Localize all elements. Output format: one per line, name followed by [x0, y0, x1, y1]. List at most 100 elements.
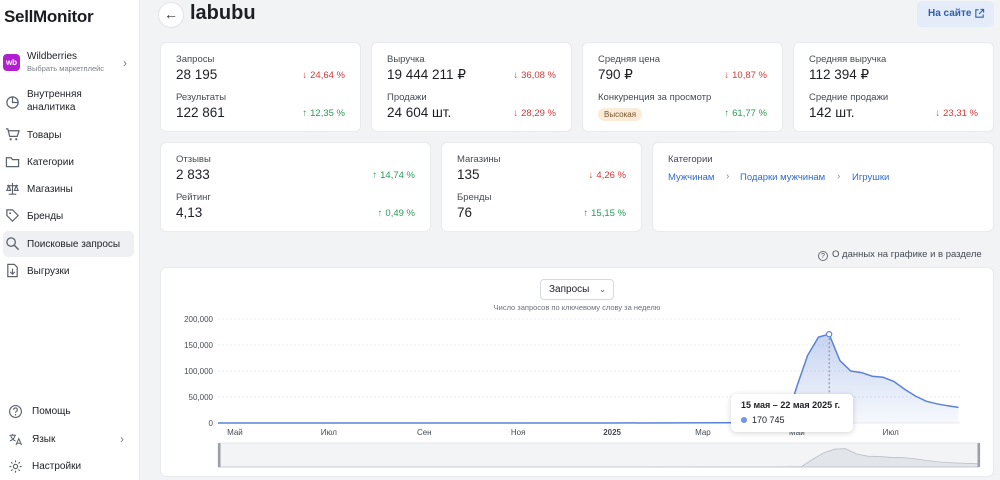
open-on-site-button[interactable]: На сайте	[917, 1, 994, 27]
metric-value: 135	[457, 167, 480, 182]
arrow-down-icon: ↓	[513, 108, 519, 119]
page-title: labubu	[190, 2, 256, 24]
scales-icon	[6, 182, 19, 195]
marketplace-selector[interactable]: wb Wildberries Выбрать маркетплейс ›	[3, 50, 135, 78]
sidebar-item-exports[interactable]: Выгрузки	[3, 258, 134, 284]
arrow-down-icon: ↓	[724, 70, 730, 81]
tooltip-value: 170 745	[752, 415, 785, 425]
sidebar-item-categories[interactable]: Категории	[3, 149, 134, 175]
x-tick-label: Май	[227, 428, 243, 437]
metric-label: Продажи	[387, 92, 427, 103]
metric-label: Магазины	[457, 154, 501, 165]
metric-value: 2 833	[176, 167, 210, 182]
arrow-down-icon: ↓	[302, 70, 308, 81]
sidebar-item-search-queries[interactable]: Поисковые запросы	[3, 231, 134, 257]
arrow-down-icon: ↓	[588, 170, 594, 181]
sidebar-item-shops[interactable]: Магазины	[3, 176, 134, 202]
delta-badge: ↓ 28,29 %	[513, 108, 556, 119]
card-queries-results: Запросы 28 195 ↓ 24,64 % Результаты 122 8…	[160, 42, 361, 132]
chevron-right-icon: ›	[726, 171, 730, 182]
language-icon	[9, 433, 23, 446]
delta-badge: ↑ 12,35 %	[302, 108, 345, 119]
series-line	[218, 333, 959, 424]
sidebar-item-label: Выгрузки	[27, 266, 70, 277]
metric-value: 142 шт.	[809, 105, 855, 120]
navigator-handle-right	[977, 443, 980, 467]
sidebar-item-analytics[interactable]: Внутренняя аналитика	[3, 88, 134, 118]
sidebar-settings[interactable]: Настройки	[8, 456, 134, 478]
x-tick-label: 2025	[603, 428, 621, 437]
help-label: Помощь	[32, 406, 71, 417]
card-avg-revenue-sales: Средняя выручка 112 394 ₽ Средние продаж…	[793, 42, 994, 132]
x-tick-label: Сен	[417, 428, 432, 437]
chevron-down-icon: ⌄	[599, 285, 606, 294]
back-button[interactable]: ←	[158, 2, 184, 28]
delta-value: 61,77 %	[732, 108, 767, 119]
x-tick-label: Мар	[695, 428, 711, 437]
metric-label: Выручка	[387, 54, 425, 65]
search-volume-chart[interactable]: 200,000 150,000 100,000 50,000 0 Май Июл Сен Ноя…	[160, 310, 994, 470]
chart-tooltip: 15 мая – 22 мая 2025 г. 170 745	[731, 394, 853, 432]
category-link-gifts-men[interactable]: Подарки мужчинам	[740, 172, 826, 183]
metric-label: Результаты	[176, 92, 227, 103]
sidebar-item-label: Магазины	[27, 184, 73, 195]
sidebar-item-label: Товары	[27, 130, 62, 141]
chevron-right-icon: ›	[120, 432, 124, 446]
metric-label: Средние продажи	[809, 92, 889, 103]
metric-value: 76	[457, 205, 473, 220]
metric-label: Конкуренция за просмотр	[598, 92, 712, 103]
delta-badge: ↓ 24,64 %	[302, 70, 345, 81]
chart-info-link[interactable]: ? О данных на графике и в разделе	[818, 249, 982, 261]
help-icon: ?	[818, 251, 828, 261]
sidebar-help[interactable]: Помощь	[8, 401, 134, 423]
category-link-men[interactable]: Мужчинам	[668, 172, 715, 183]
arrow-down-icon: ↓	[513, 70, 519, 81]
card-shops-brands: Магазины 135 ↓ 4,26 % Бренды 76 ↑ 15,15 %	[441, 142, 642, 232]
metric-label: Средняя цена	[598, 54, 661, 65]
arrow-down-icon: ↓	[935, 108, 941, 119]
arrow-up-icon: ↑	[724, 108, 730, 119]
metric-value: 24 604 шт.	[387, 105, 452, 120]
metric-value: 122 861	[176, 105, 225, 120]
chart-info-label: О данных на графике и в разделе	[832, 249, 982, 260]
arrow-up-icon: ↑	[377, 208, 383, 219]
marketplace-name: Wildberries	[27, 51, 78, 62]
metric-label: Запросы	[176, 54, 215, 65]
chevron-right-icon: ›	[837, 171, 841, 182]
sidebar-item-brands[interactable]: Бренды	[3, 203, 134, 229]
metric-value: 19 444 211 ₽	[387, 67, 466, 82]
navigator-handle-left	[218, 443, 221, 467]
metric-value: 28 195	[176, 67, 218, 82]
delta-badge: ↑ 0,49 %	[378, 208, 415, 219]
external-link-icon	[975, 8, 985, 18]
app-logo[interactable]: SellMonitor	[4, 7, 94, 26]
sidebar-language[interactable]: Язык ›	[8, 429, 134, 451]
help-icon	[9, 405, 22, 418]
delta-value: 24,64 %	[310, 70, 345, 81]
y-tick-label: 150,000	[184, 341, 213, 350]
series-marker-icon	[741, 417, 747, 423]
category-link-toys[interactable]: Игрушки	[852, 172, 890, 183]
sidebar-item-products[interactable]: Товары	[3, 122, 134, 148]
sidebar: SellMonitor wb Wildberries Выбрать марке…	[0, 0, 140, 480]
arrow-up-icon: ↑	[583, 208, 589, 219]
highlight-point	[825, 331, 833, 338]
metric-select[interactable]: Запросы ⌄	[540, 279, 614, 300]
competition-level-badge: Высокая	[598, 108, 643, 121]
sidebar-item-label: Бренды	[27, 211, 64, 222]
x-tick-label: Июл	[321, 428, 338, 437]
settings-label: Настройки	[32, 461, 82, 472]
delta-value: 15,15 %	[591, 208, 626, 219]
y-tick-label: 50,000	[189, 393, 214, 402]
card-price-competition: Средняя цена 790 ₽ ↓ 10,87 % Конкуренция …	[582, 42, 783, 132]
delta-badge: ↑ 14,74 %	[372, 170, 415, 181]
delta-badge: ↓ 4,26 %	[589, 170, 626, 181]
arrow-up-icon: ↑	[302, 108, 308, 119]
categories-label: Категории	[668, 154, 713, 165]
delta-value: 12,35 %	[310, 108, 345, 119]
cart-icon	[5, 128, 20, 141]
delta-badge: ↓ 23,31 %	[935, 108, 978, 119]
y-tick-label: 200,000	[184, 315, 213, 324]
card-reviews-rating: Отзывы 2 833 ↑ 14,74 % Рейтинг 4,13 ↑ 0,49…	[160, 142, 431, 232]
sidebar-item-label: Категории	[27, 157, 74, 168]
